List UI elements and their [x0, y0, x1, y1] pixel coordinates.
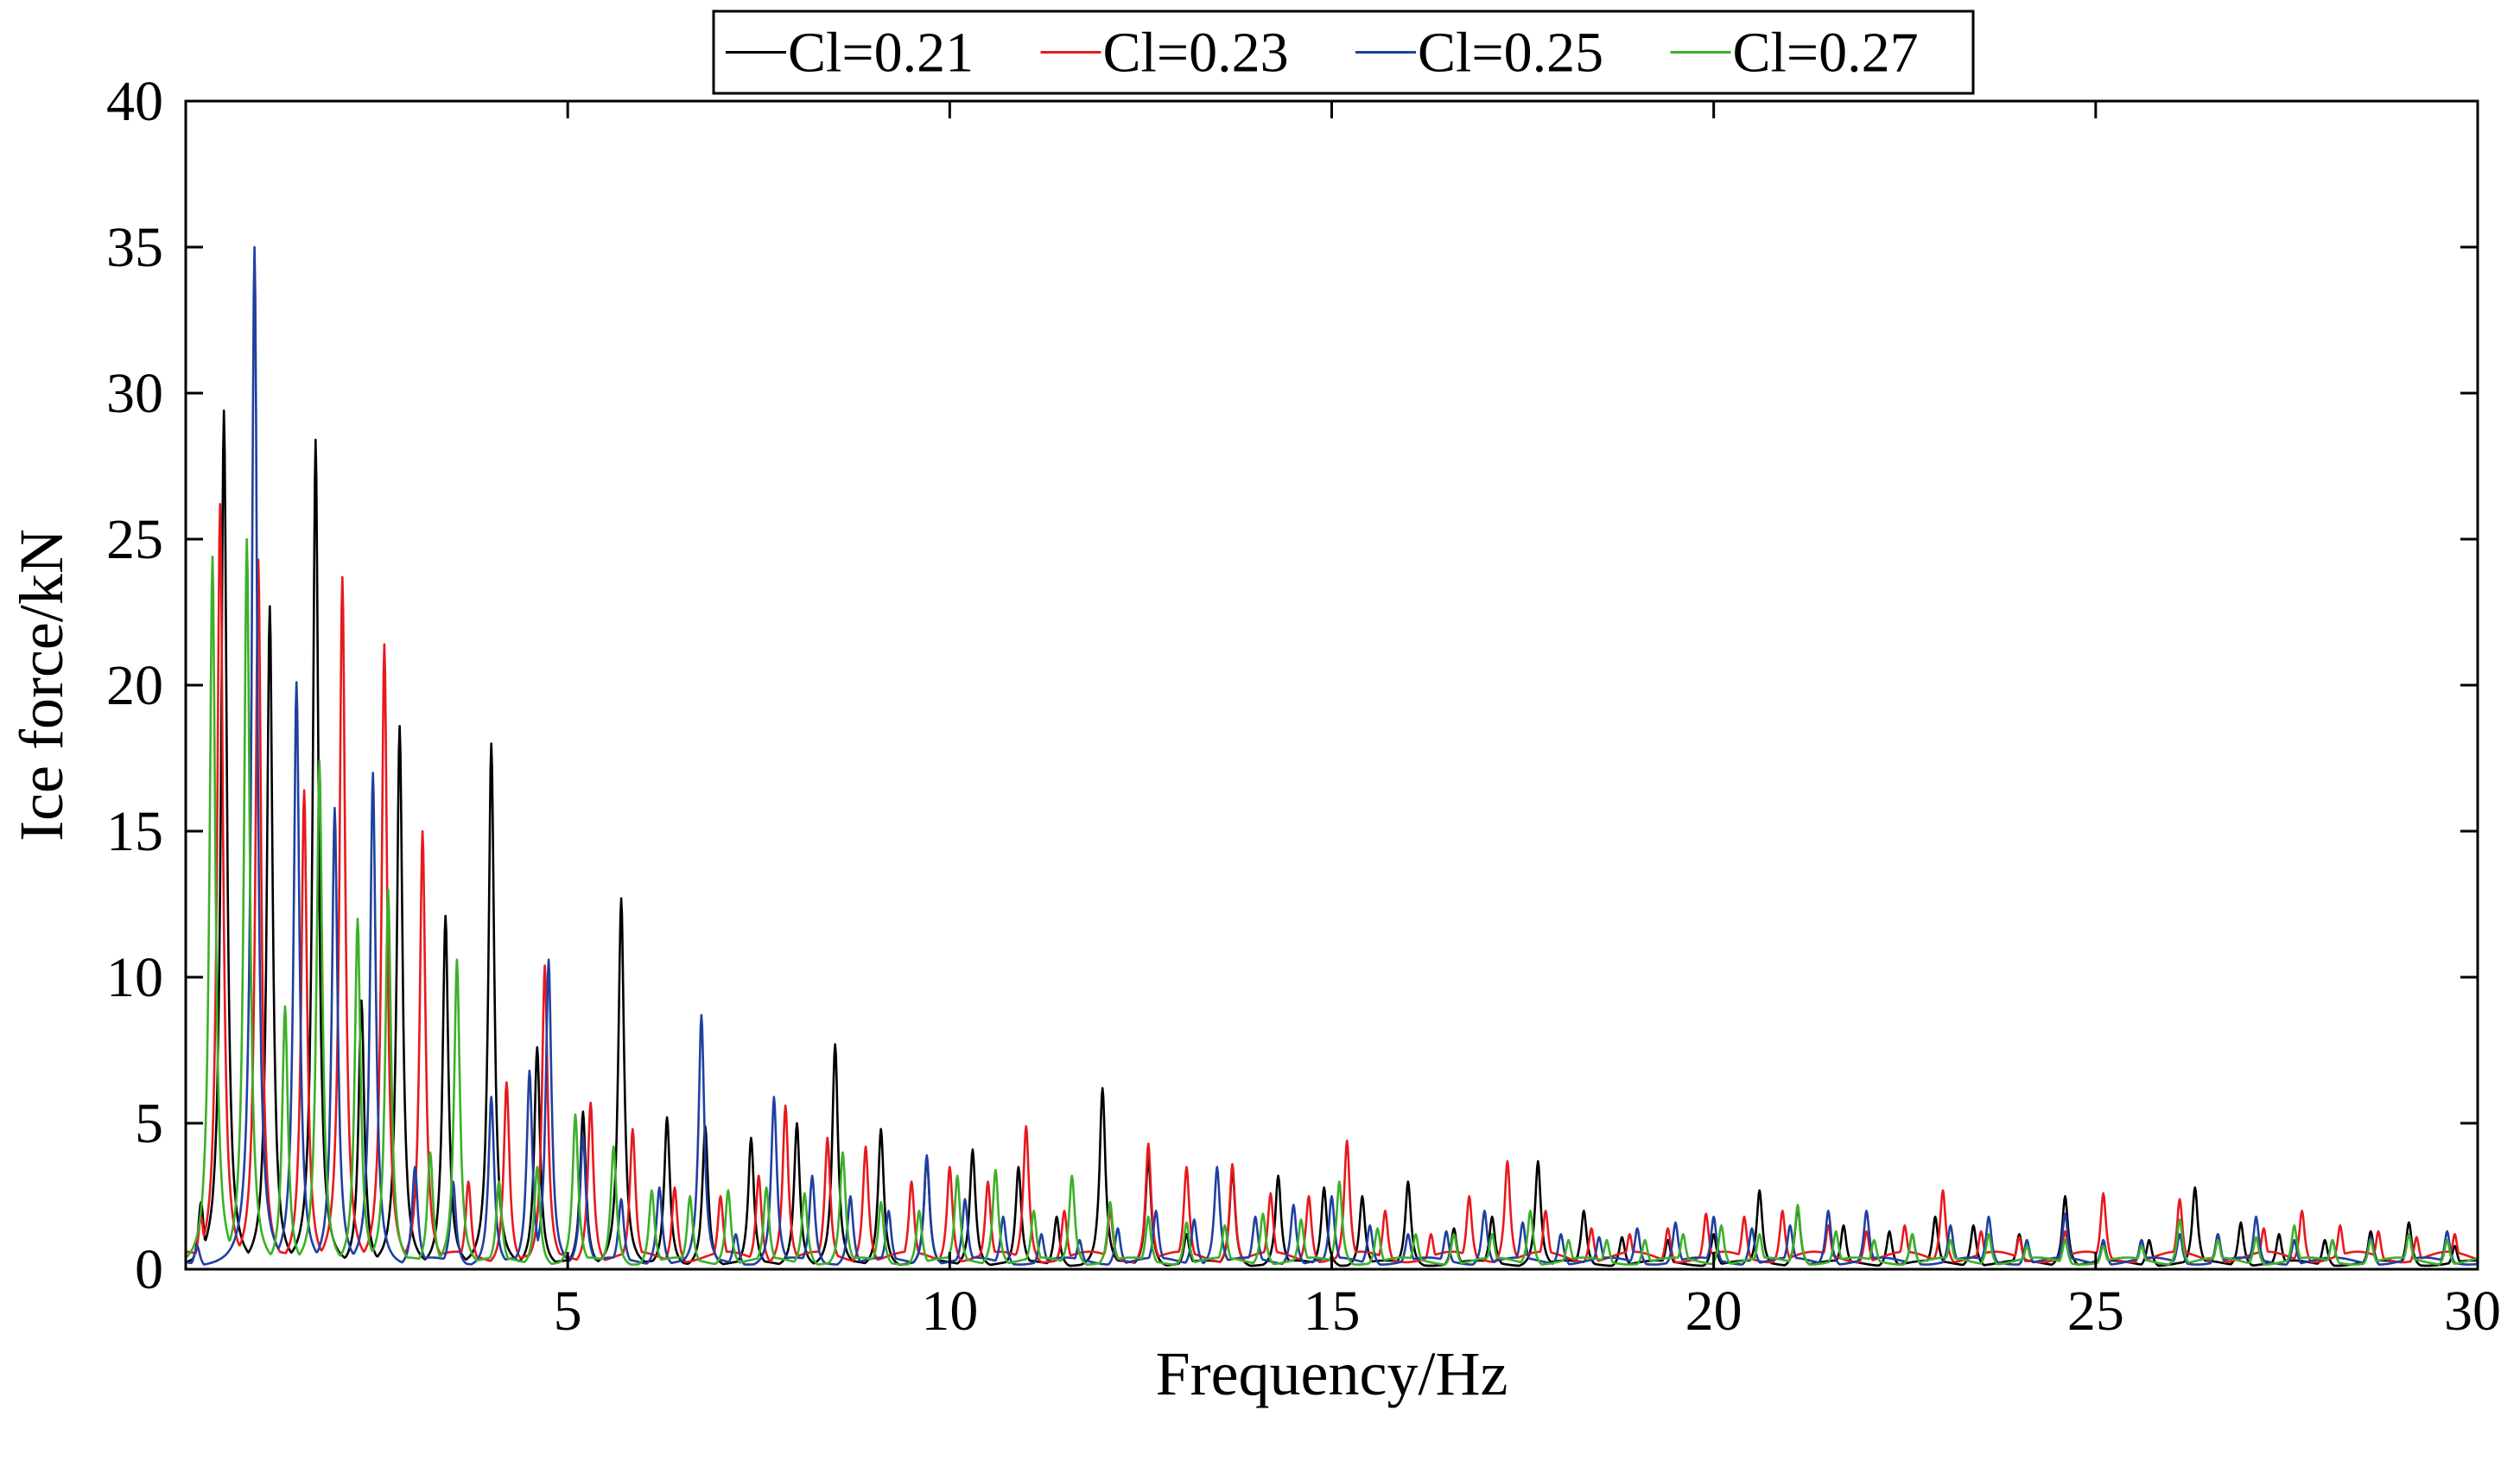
y-tick-label: 40	[106, 70, 163, 133]
y-tick-label: 25	[106, 508, 163, 571]
y-axis-title: Ice force/kN	[7, 529, 76, 842]
tick-layer: 5 10 15 20 25 30 0 5 10 15 20 25 30 35 40	[106, 70, 2501, 1343]
x-tick-label: 10	[921, 1280, 978, 1343]
x-tick-label: 30	[2444, 1280, 2501, 1343]
legend-label: Cl=0.27	[1733, 22, 1919, 85]
legend-label: Cl=0.23	[1103, 22, 1289, 85]
y-tick-label: 20	[106, 654, 163, 717]
x-tick-label: 15	[1304, 1280, 1361, 1343]
y-tick-label: 5	[135, 1092, 163, 1155]
legend: Cl=0.21 Cl=0.23 Cl=0.25 Cl=0.27	[712, 10, 1975, 95]
x-tick-label: 20	[1685, 1280, 1742, 1343]
y-tick-label: 35	[106, 216, 163, 279]
y-tick-label: 15	[106, 800, 163, 863]
x-tick-label: 25	[2067, 1280, 2124, 1343]
legend-label: Cl=0.21	[788, 22, 974, 85]
y-tick-label: 0	[135, 1238, 163, 1301]
legend-box	[712, 10, 1975, 95]
y-tick-label: 30	[106, 362, 163, 425]
y-tick-label: 10	[106, 946, 163, 1009]
x-tick-label: 5	[554, 1280, 582, 1343]
legend-label: Cl=0.25	[1418, 22, 1603, 85]
x-axis-title: Frequency/Hz	[1156, 1339, 1508, 1408]
